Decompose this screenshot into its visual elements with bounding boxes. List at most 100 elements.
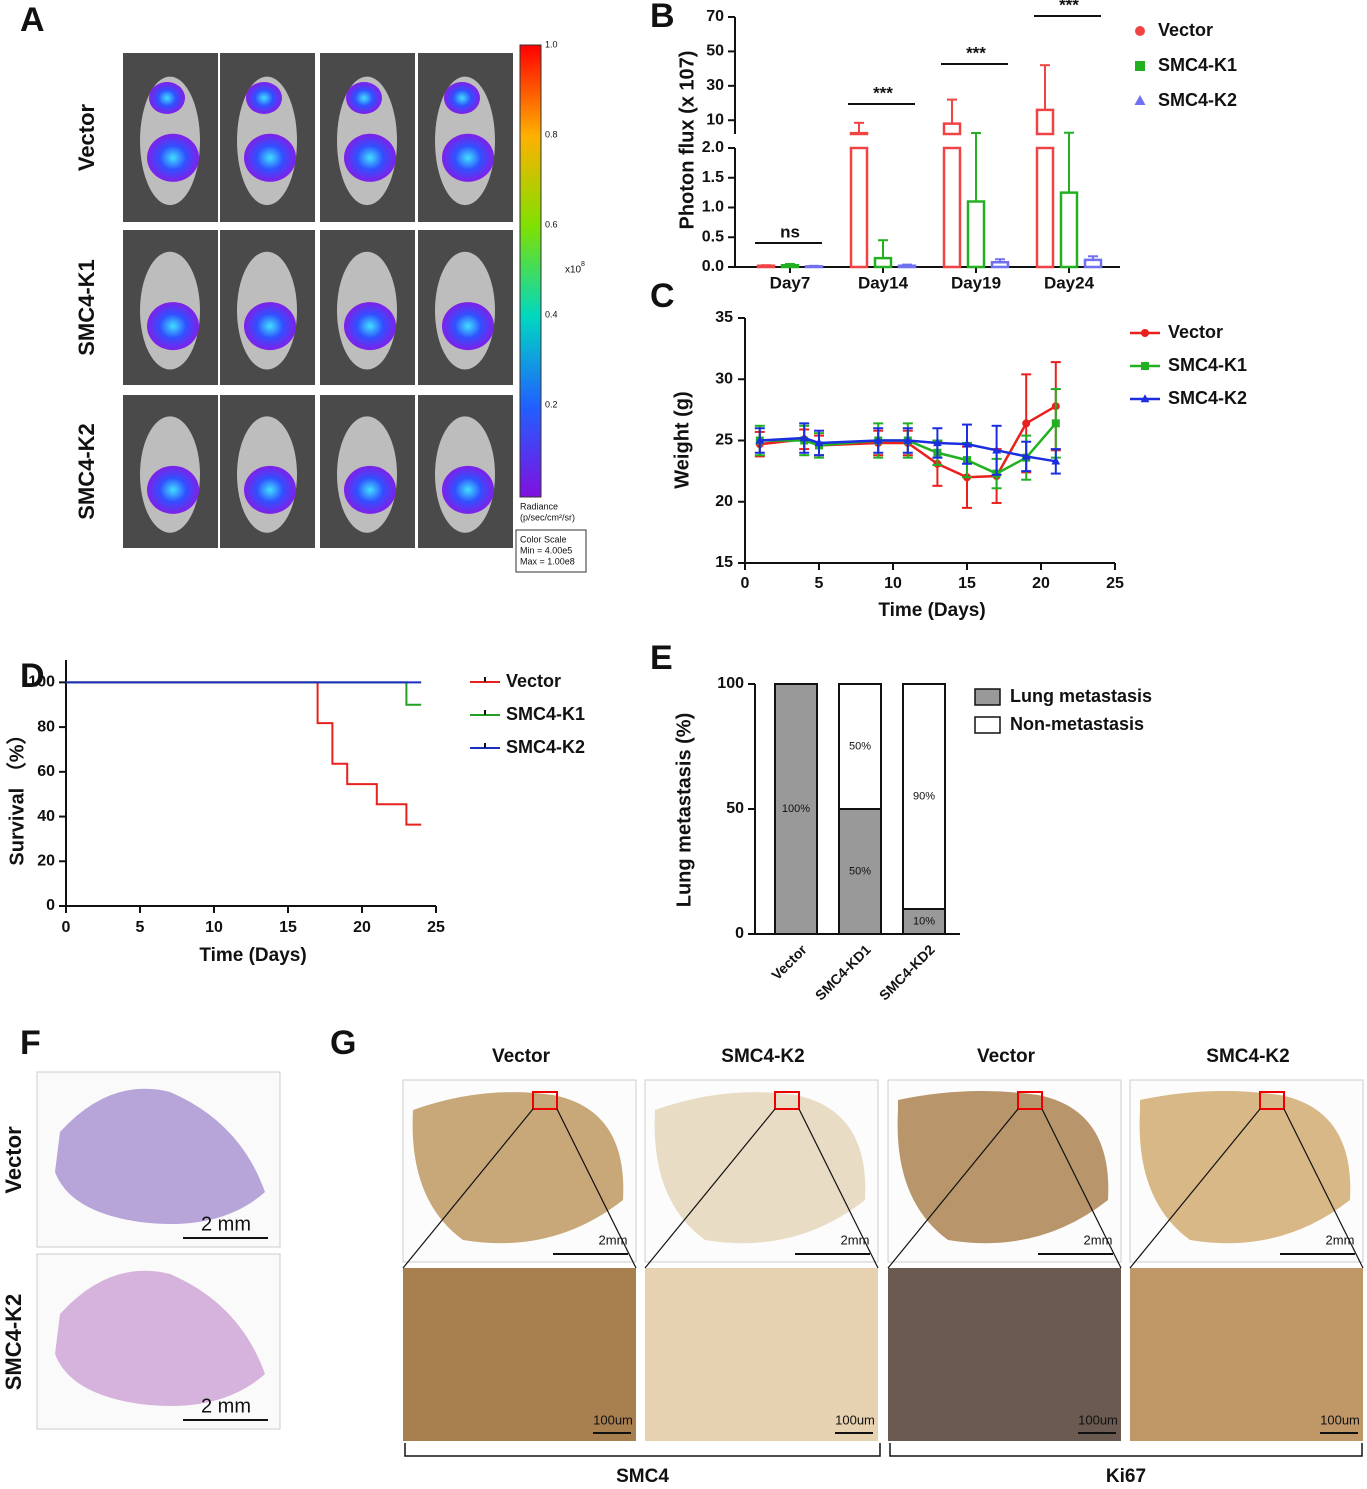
y-tick-label: 60	[37, 763, 55, 780]
x-tick-label: 5	[136, 919, 145, 936]
bar-segment	[774, 683, 818, 935]
bar	[1059, 191, 1079, 269]
colorbar-tick: 0.4	[545, 309, 558, 319]
y-tick-label: 30	[706, 77, 724, 94]
panel-letter: A	[20, 1, 45, 39]
zoom-line	[402, 1108, 534, 1269]
scale-label: 100um	[1078, 1412, 1118, 1427]
legend-label: Lung metastasis	[1010, 686, 1152, 706]
value-label: 100%	[782, 803, 810, 815]
zoom-line	[1283, 1108, 1364, 1269]
x-tick-label: Day24	[1044, 273, 1095, 292]
panel-letter: B	[650, 0, 675, 35]
point	[962, 439, 972, 448]
signal	[442, 465, 494, 514]
bar	[990, 260, 1010, 269]
bar	[804, 265, 824, 269]
value-label: 90%	[913, 790, 935, 802]
signal	[147, 302, 199, 351]
legend-label: Vector	[506, 671, 561, 691]
scale-label: 2mm	[1326, 1232, 1355, 1247]
y-tick-label: 15	[715, 554, 733, 571]
signal	[344, 133, 396, 182]
bracket	[404, 1443, 881, 1457]
y-tick-label: 1.0	[702, 199, 724, 216]
y-tick-label: 100	[717, 675, 744, 692]
survival-line	[66, 681, 422, 826]
signal	[442, 302, 494, 351]
row-label: Vector	[1, 1126, 26, 1194]
zoom-line	[887, 1108, 1019, 1269]
bar	[780, 263, 800, 269]
point	[873, 435, 883, 444]
value-label: 50%	[849, 865, 871, 877]
y-tick-label: 1.5	[702, 169, 724, 186]
radiance: Radiance	[520, 501, 558, 511]
bar	[873, 256, 893, 269]
bar	[1083, 258, 1103, 269]
x-tick-label: Vector	[768, 941, 810, 983]
y-axis-title: Lung metastasis (%)	[673, 713, 695, 907]
signal	[244, 302, 296, 351]
y-tick-label: 20	[715, 493, 733, 510]
colorbar-tick: 0.8	[545, 129, 558, 139]
column-header: SMC4-K2	[1206, 1046, 1289, 1067]
significance: ***	[966, 43, 986, 62]
legend-label: Vector	[1158, 20, 1213, 40]
x-axis-title: Time (Days)	[199, 945, 306, 966]
roi-box	[774, 1091, 800, 1110]
signal	[244, 133, 296, 182]
point	[992, 445, 1001, 454]
legend-label: SMC4-K2	[506, 737, 585, 757]
legend-label: SMC4-K2	[1168, 388, 1247, 408]
panel-letter: F	[20, 1024, 41, 1062]
point	[1051, 456, 1061, 465]
bracket	[889, 1443, 1363, 1457]
roi-box	[1259, 1091, 1285, 1110]
legend-label: SMC4-K2	[1158, 90, 1237, 110]
y-tick-label: 0.5	[702, 228, 724, 245]
x-tick-label: 0	[741, 575, 750, 592]
column-header: Vector	[492, 1046, 551, 1067]
y-tick-label: 10	[706, 111, 724, 128]
signal	[442, 133, 494, 182]
tissue	[1139, 1091, 1351, 1244]
y-tick-label: 50	[706, 43, 724, 60]
colorbar-tick: 0.6	[545, 219, 558, 229]
signal	[147, 133, 199, 182]
zoom-line	[556, 1108, 637, 1269]
row-label: Vector	[74, 103, 99, 171]
signal	[346, 82, 382, 114]
bar	[849, 131, 869, 269]
y-tick-label: 2.0	[702, 139, 724, 156]
scale-text: Min = 4.00e5	[520, 545, 572, 555]
scale-text: Color Scale	[520, 534, 567, 544]
scale-box	[515, 529, 587, 573]
scale-label: 2mm	[599, 1232, 628, 1247]
legend-marker	[1134, 95, 1146, 105]
point	[903, 435, 913, 444]
scale-label: 2 mm	[201, 1213, 251, 1235]
signal	[344, 465, 396, 514]
group-label: Ki67	[1106, 1466, 1146, 1487]
legend-marker	[1135, 26, 1145, 36]
row-label: SMC4-K1	[74, 259, 99, 356]
y-tick-label: 40	[37, 808, 55, 825]
significance: ns	[780, 222, 800, 241]
bar	[966, 200, 986, 269]
colorbar-exp: 8	[581, 261, 585, 268]
legend-swatch	[974, 716, 1001, 734]
x-tick-label: SMC4-KD2	[876, 941, 938, 1003]
column-header: Vector	[977, 1046, 1036, 1067]
tissue	[654, 1092, 866, 1244]
signal	[444, 82, 480, 114]
scale-text: Max = 1.00e8	[520, 556, 575, 566]
bar	[756, 264, 776, 269]
point	[933, 438, 942, 447]
point	[1022, 419, 1031, 428]
ihc-zoom	[1130, 1268, 1363, 1441]
y-tick-label: 0.0	[702, 258, 724, 275]
legend-label: Non-metastasis	[1010, 714, 1144, 734]
x-tick-label: 25	[427, 919, 445, 936]
